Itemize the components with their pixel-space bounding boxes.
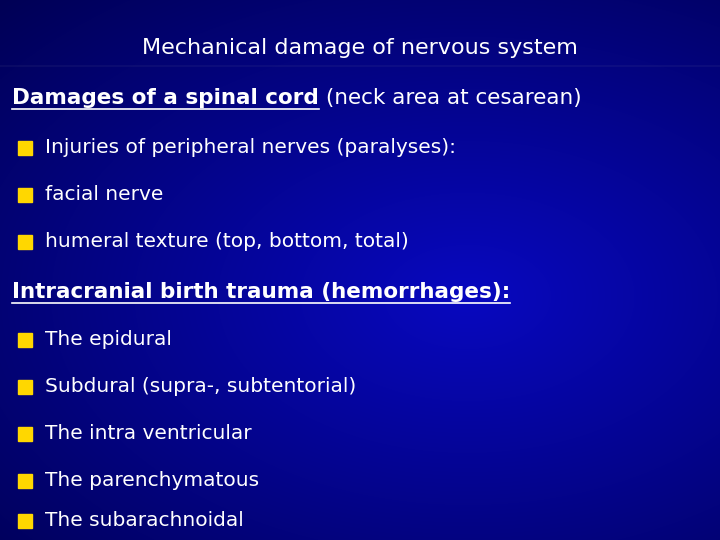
Bar	[18, 141, 32, 155]
Bar	[18, 333, 32, 347]
Bar	[18, 514, 32, 528]
Bar	[18, 427, 32, 441]
Text: The parenchymatous: The parenchymatous	[45, 471, 259, 490]
Text: Injuries of peripheral nerves (paralyses):: Injuries of peripheral nerves (paralyses…	[45, 138, 456, 157]
Bar	[18, 188, 32, 202]
Text: Damages of a spinal cord: Damages of a spinal cord	[12, 88, 319, 108]
Text: facial nerve: facial nerve	[45, 185, 163, 204]
Text: humeral texture (top, bottom, total): humeral texture (top, bottom, total)	[45, 232, 409, 251]
Text: Mechanical damage of nervous system: Mechanical damage of nervous system	[142, 38, 578, 58]
Bar	[18, 235, 32, 249]
Text: (neck area at cesarean): (neck area at cesarean)	[319, 88, 581, 108]
Text: The epidural: The epidural	[45, 330, 172, 349]
Text: Intracranial birth trauma (hemorrhages):: Intracranial birth trauma (hemorrhages):	[12, 282, 510, 302]
Text: The subarachnoidal: The subarachnoidal	[45, 511, 244, 530]
Bar	[18, 474, 32, 488]
Text: Subdural (supra-, subtentorial): Subdural (supra-, subtentorial)	[45, 377, 356, 396]
Text: The intra ventricular: The intra ventricular	[45, 424, 251, 443]
Bar	[18, 380, 32, 394]
